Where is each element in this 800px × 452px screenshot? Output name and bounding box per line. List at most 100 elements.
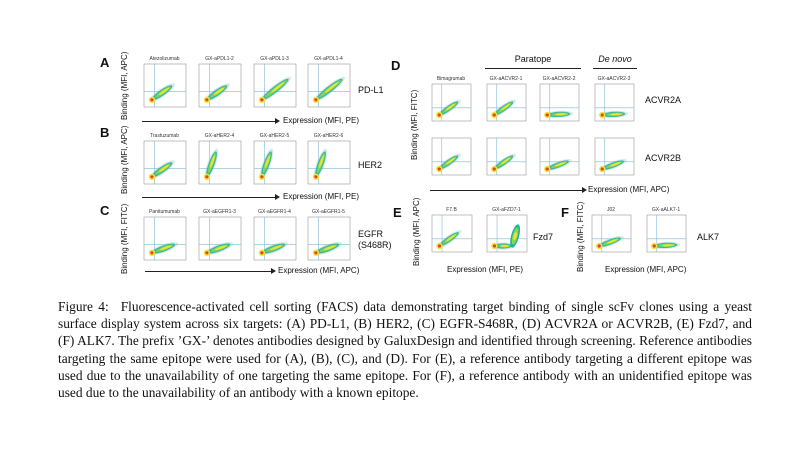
cell-population (544, 110, 574, 119)
panel-f-x-axis: Expression (MFI, APC) (605, 265, 687, 274)
cell-population (204, 242, 234, 256)
cell-population (259, 76, 292, 103)
panel-d-target-1: ACVR2A (645, 95, 682, 105)
population-center (492, 167, 496, 171)
panel-label-a: A (100, 55, 110, 70)
cell-population (313, 242, 343, 256)
de-novo-divider (593, 68, 637, 69)
panel-c-target: EGFR (S468R) (358, 229, 392, 250)
caption-label: Figure 4: (58, 299, 109, 314)
cell-population (149, 242, 179, 256)
panel-d-plot-3-title: GX-aACVR2-2 (542, 76, 576, 82)
panel-b-plot-3 (253, 140, 297, 185)
population-center (652, 244, 656, 248)
panel-a-target: PD-L1 (358, 85, 384, 95)
panel-e-target: Fzd7 (533, 232, 554, 242)
panel-f-plot-1 (591, 214, 632, 253)
de-novo-header: De novo (598, 54, 632, 64)
panel-b-plot-1 (143, 140, 187, 185)
cell-population (491, 242, 515, 250)
panel-label-d: D (391, 58, 401, 73)
panel-f-plot-2 (646, 214, 687, 253)
panel-d-row2-plot-3 (539, 137, 580, 176)
panel-a-plot-2 (198, 63, 242, 108)
panel-a-plot-3 (253, 63, 297, 108)
panel-f-y-axis: Binding (MFI, FITC) (576, 201, 585, 272)
population-center (314, 175, 318, 179)
panel-e-y-axis: Binding (MFI, APC) (412, 197, 421, 266)
panel-label-b: B (100, 125, 110, 140)
panel-a-plot-1 (143, 63, 187, 108)
population-center (545, 167, 549, 171)
population-center (437, 113, 441, 117)
population-center (150, 98, 154, 102)
population-center (205, 251, 209, 255)
panel-d-plot-1 (431, 83, 472, 122)
population-center (545, 113, 549, 117)
cell-population (313, 148, 328, 180)
panel-c-plot-3-title: GX-aEGFR1-4 (258, 209, 291, 215)
panel-b-x-axis: Expression (MFI, PE) (283, 192, 360, 201)
population-center (314, 251, 318, 255)
panel-e-plot-2-title: GX-aFZD7-1 (492, 207, 521, 213)
panel-f-plot-1-title: J02 (606, 207, 616, 213)
cell-population (204, 83, 230, 103)
panel-a-x-axis: Expression (MFI, PE) (283, 116, 360, 125)
panel-c-plot-4 (307, 216, 351, 261)
panel-f-plot-2-title: GX-aALK7-1 (651, 207, 681, 213)
cell-population (491, 99, 516, 118)
population-center (437, 167, 441, 171)
panel-c-plot-2 (198, 216, 242, 261)
cell-population (436, 99, 461, 118)
panel-d-plot-2-title: GX-aACVR2-1 (489, 76, 523, 82)
cell-population (436, 153, 461, 172)
panel-e-x-axis: Expression (MFI, PE) (447, 265, 524, 274)
panel-c-x-axis: Expression (MFI, APC) (278, 266, 360, 275)
population-center (314, 98, 318, 102)
panel-d-plot-4-title: GX-aACVR2-3 (597, 76, 631, 82)
cell-population (599, 159, 627, 172)
cell-population (544, 159, 572, 172)
panel-b-plot-3-title: GX-aHER2-5 (259, 133, 290, 139)
panel-d-target-2: ACVR2B (645, 153, 682, 163)
panel-a-plot-2-title: GX-aPDL1-2 (205, 56, 234, 62)
panel-b-plot-2-title: GX-aHER2-4 (204, 133, 235, 139)
population-center (492, 244, 497, 248)
cell-population (149, 83, 175, 103)
caption-text: Fluorescence-activated cell sorting (FAC… (58, 299, 752, 401)
panel-e-plot-2 (486, 214, 528, 253)
panel-d-row2-plot-1 (431, 137, 472, 176)
panel-f-target: ALK7 (697, 232, 720, 242)
panel-label-c: C (100, 203, 110, 218)
population-center (492, 113, 496, 117)
panel-d-y-axis: Binding (MFI, FITC) (410, 89, 419, 160)
cell-population (436, 230, 462, 249)
cell-population (313, 76, 346, 103)
paratope-header: Paratope (514, 54, 552, 64)
panel-c-plot-1-title: Panitumumab (149, 209, 180, 215)
panel-b-plot-4-title: GX-aHER2-6 (313, 133, 344, 139)
panel-d-plot-1-title: Bimagrumab (436, 76, 466, 82)
cell-population (204, 148, 219, 180)
panel-label-f: F (561, 205, 569, 220)
panel-b-y-axis: Binding (MFI, APC) (120, 125, 129, 194)
panel-label-e: E (393, 205, 402, 220)
panel-b-plot-1-title: Trastuzumab (150, 133, 179, 139)
population-center (260, 175, 264, 179)
panel-c-x-arrow (145, 268, 276, 274)
panel-e-plot-1-title: F7.B (446, 207, 457, 213)
panel-d-plot-4 (594, 83, 635, 122)
panel-b-plot-2 (198, 140, 242, 185)
panel-d-plot-3 (539, 83, 580, 122)
panel-b-x-arrow (142, 194, 280, 200)
panel-d-x-axis: Expression (MFI, APC) (588, 185, 670, 194)
panel-a-plot-1-title: Atezolizumab (149, 56, 180, 62)
population-center (600, 167, 604, 171)
panel-d-row2-plot-2 (486, 137, 527, 176)
cell-population (149, 160, 175, 180)
population-center (437, 244, 442, 248)
panel-c-plot-2-title: GX-aEGFR1-3 (203, 209, 236, 215)
population-center (600, 113, 604, 117)
panel-c-plot-3 (253, 216, 297, 261)
